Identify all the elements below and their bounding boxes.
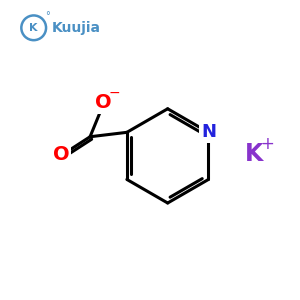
Text: K: K <box>245 142 264 167</box>
Text: °: ° <box>45 11 50 21</box>
Text: Kuujia: Kuujia <box>52 21 101 35</box>
Text: N: N <box>201 123 216 141</box>
Text: K: K <box>29 23 38 33</box>
Text: −: − <box>109 86 120 100</box>
Text: +: + <box>260 134 274 152</box>
Text: O: O <box>53 145 70 164</box>
Text: O: O <box>95 93 112 112</box>
